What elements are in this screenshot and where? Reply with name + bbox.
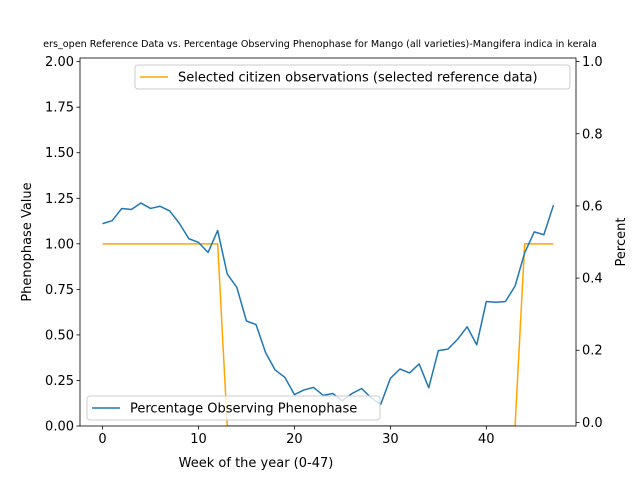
y-left-tick-label: 1.75	[45, 101, 74, 116]
x-tick-label: 30	[382, 432, 399, 447]
y-axis-left-label: Phenophase Value	[20, 182, 35, 301]
y-left-tick-label: 1.00	[45, 237, 74, 252]
y-axis-right-label: Percent	[614, 218, 629, 267]
y-right-tick-label: 0.0	[582, 416, 603, 431]
y-right-tick-label: 0.6	[582, 199, 603, 214]
plot-area	[102, 202, 555, 426]
x-tick-label: 40	[478, 432, 495, 447]
legend-percentage-label: Percentage Observing Phenophase	[130, 402, 357, 417]
x-tick-label: 0	[98, 432, 106, 447]
y-right-tick-label: 1.0	[582, 55, 603, 70]
legend-percentage-box	[86, 395, 381, 421]
legend-reference: Selected citizen observations (selected …	[134, 64, 571, 90]
series-line-percentage	[102, 202, 555, 406]
x-axis-label: Week of the year (0-47)	[179, 456, 334, 471]
y-right-tick-label: 0.4	[582, 272, 603, 287]
plot-frame	[79, 57, 577, 427]
series-line-reference	[102, 243, 554, 426]
y-left-tick-label: 0.00	[45, 420, 74, 435]
legend-percentage: Percentage Observing Phenophase	[86, 395, 381, 421]
y-right-tick-label: 0.8	[582, 127, 603, 142]
x-tick-label: 10	[190, 432, 207, 447]
legend-reference-box	[134, 64, 571, 90]
y-left-tick-label: 1.50	[45, 146, 74, 161]
y-right-tick-label: 0.2	[582, 344, 603, 359]
legend-reference-label: Selected citizen observations (selected …	[178, 71, 538, 86]
y-left-tick-label: 0.25	[45, 374, 74, 389]
y-left-tick-label: 0.75	[45, 283, 74, 298]
x-tick-label: 20	[286, 432, 303, 447]
chart-title: ers_open Reference Data vs. Percentage O…	[43, 39, 597, 50]
axes: 0 10 20 30 40 0.00 0.25 0.50 0.75 1.00 1.25 1.50 1.7…	[45, 55, 603, 447]
y-left-tick-label: 0.50	[45, 328, 74, 343]
y-left-tick-label: 1.25	[45, 192, 74, 207]
legends: Selected citizen observations (selected …	[86, 64, 571, 421]
y-left-tick-label: 2.00	[45, 55, 74, 70]
